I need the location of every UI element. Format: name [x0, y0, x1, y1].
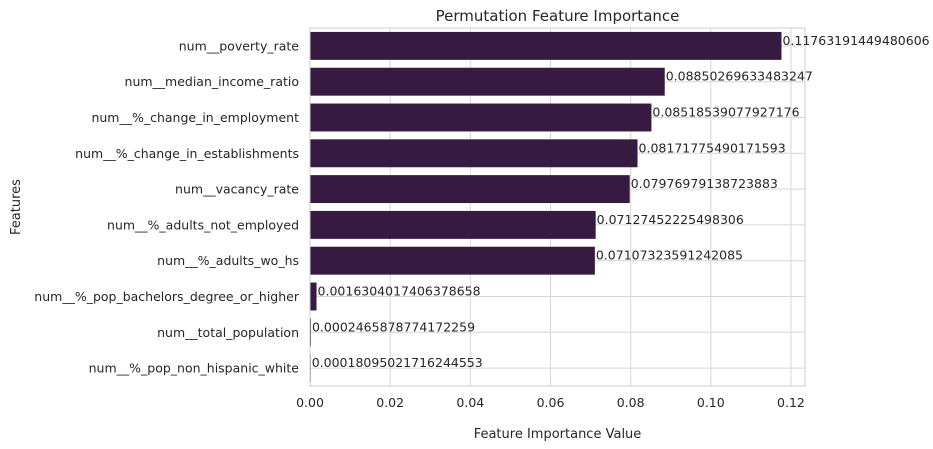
x-tick-label: 0.06 — [537, 395, 565, 410]
x-tick-label: 0.00 — [296, 395, 324, 410]
y-tick-label: num__vacancy_rate — [175, 182, 299, 197]
x-tick-label: 0.10 — [697, 395, 725, 410]
data-label: 0.0002465878774172259 — [312, 319, 475, 334]
bar — [310, 67, 665, 96]
data-label: 0.07107323591242085 — [596, 248, 743, 263]
y-tick-label: num__%_pop_non_hispanic_white — [89, 361, 300, 376]
data-label: 0.07127452225498306 — [597, 212, 744, 227]
x-axis-label: Feature Importance Value — [474, 427, 642, 442]
bar — [310, 175, 630, 204]
data-label: 0.08850269633483247 — [666, 69, 813, 84]
x-tick-label: 0.04 — [456, 395, 484, 410]
x-tick-labels: 0.00 0.02 0.04 0.06 0.08 0.10 0.12 — [296, 395, 805, 410]
y-tick-label: num__%_change_in_establishments — [75, 146, 299, 161]
bar — [310, 31, 782, 60]
y-tick-labels: num__poverty_rate num__median_income_rati… — [34, 38, 300, 375]
bar — [310, 246, 595, 275]
x-tick-label: 0.02 — [376, 395, 404, 410]
bar — [310, 210, 596, 239]
bar — [310, 282, 317, 311]
data-label: 0.08171775490171593 — [639, 140, 786, 155]
data-label: 0.11763191449480606 — [782, 33, 929, 48]
data-label: 0.00018095021716244553 — [312, 355, 483, 370]
x-tick-label: 0.12 — [777, 395, 805, 410]
chart-title: Permutation Feature Importance — [436, 7, 680, 25]
y-tick-label: num__%_pop_bachelors_degree_or_higher — [34, 289, 300, 304]
y-tick-label: num__median_income_ratio — [125, 74, 299, 89]
y-tick-label: num__%_adults_not_employed — [107, 217, 299, 232]
plot-frame — [309, 27, 806, 387]
bar — [310, 139, 638, 168]
y-tick-label: num__poverty_rate — [179, 38, 300, 53]
x-tick-label: 0.08 — [617, 395, 645, 410]
y-tick-label: num__%_adults_wo_hs — [157, 253, 299, 268]
y-axis-label: Features — [9, 179, 24, 235]
data-label: 0.08518539077927176 — [652, 105, 799, 120]
data-label: 0.0016304017406378658 — [318, 284, 481, 299]
bars — [310, 31, 782, 383]
data-labels: 0.11763191449480606 0.08850269633483247 0.… — [312, 33, 930, 370]
y-tick-label: num__total_population — [157, 325, 299, 340]
y-tick-label: num__%_change_in_employment — [91, 110, 299, 125]
bar — [310, 103, 652, 132]
data-label: 0.07976979138723883 — [631, 176, 778, 191]
